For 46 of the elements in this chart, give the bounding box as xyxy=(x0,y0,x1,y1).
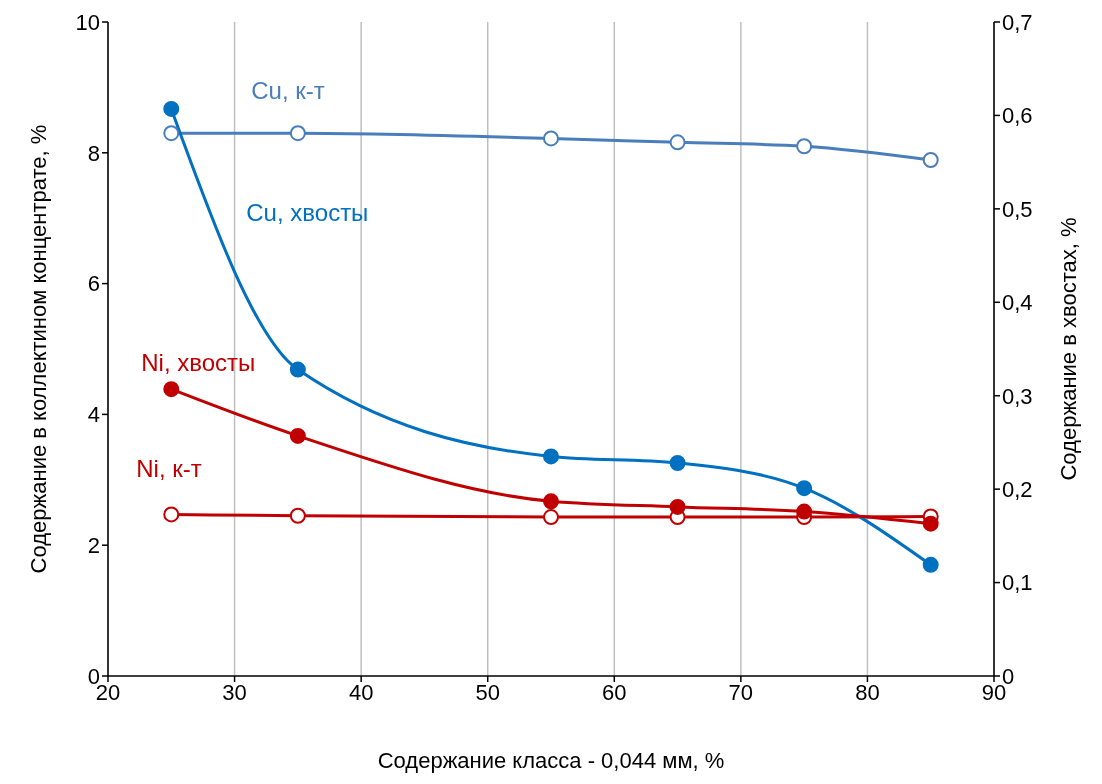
series-label: Ni, к-т xyxy=(136,455,202,483)
y-tick-label: 8 xyxy=(87,140,100,166)
point xyxy=(922,515,939,532)
y-tick-label: 6 xyxy=(87,271,100,297)
point xyxy=(543,130,559,147)
y2-axis-title: Содержание в хвостах, % xyxy=(1056,217,1081,481)
point xyxy=(922,151,939,168)
series-label: Ni, хвосты xyxy=(141,349,256,377)
point xyxy=(289,361,306,378)
point xyxy=(289,427,306,444)
point xyxy=(289,125,306,142)
x-tick-label: 40 xyxy=(348,679,374,705)
point xyxy=(289,507,306,524)
point xyxy=(669,134,686,151)
y2-tick-label: 0,3 xyxy=(1002,383,1033,409)
point xyxy=(669,498,686,515)
y2-tick-label: 0,7 xyxy=(1002,9,1033,35)
y2-tick-label: 0,6 xyxy=(1002,103,1033,129)
x-tick-label: 60 xyxy=(602,679,627,705)
y2-tick-label: 0,1 xyxy=(1002,570,1033,596)
x-tick-label: 30 xyxy=(222,679,247,705)
y-axis-title: Содержание в коллектином концентрате, % xyxy=(26,124,51,574)
point xyxy=(163,125,180,142)
y2-tick-label: 0,4 xyxy=(1002,290,1033,316)
point xyxy=(796,480,813,497)
series-label: Cu, к-т xyxy=(251,77,325,105)
y2-tick-label: 0,5 xyxy=(1002,196,1033,222)
y-tick-label: 2 xyxy=(87,533,100,559)
y2-tick-label: 0,2 xyxy=(1002,476,1033,502)
x-tick-label: 50 xyxy=(475,679,500,705)
point xyxy=(543,448,559,465)
point xyxy=(669,454,686,471)
point xyxy=(163,100,180,117)
x-tick-label: 70 xyxy=(728,679,754,705)
point xyxy=(163,381,180,398)
series-label: Cu, хвосты xyxy=(246,198,369,226)
point xyxy=(796,503,813,520)
point xyxy=(543,509,559,526)
y-tick-label: 10 xyxy=(75,9,100,35)
y-tick-label: 4 xyxy=(87,402,100,428)
point xyxy=(543,493,559,510)
point xyxy=(922,556,939,573)
x-axis-title: Содержание класса - 0,044 мм, % xyxy=(377,748,725,773)
point xyxy=(163,506,180,523)
x-tick-label: 80 xyxy=(855,679,880,705)
point xyxy=(796,138,813,155)
